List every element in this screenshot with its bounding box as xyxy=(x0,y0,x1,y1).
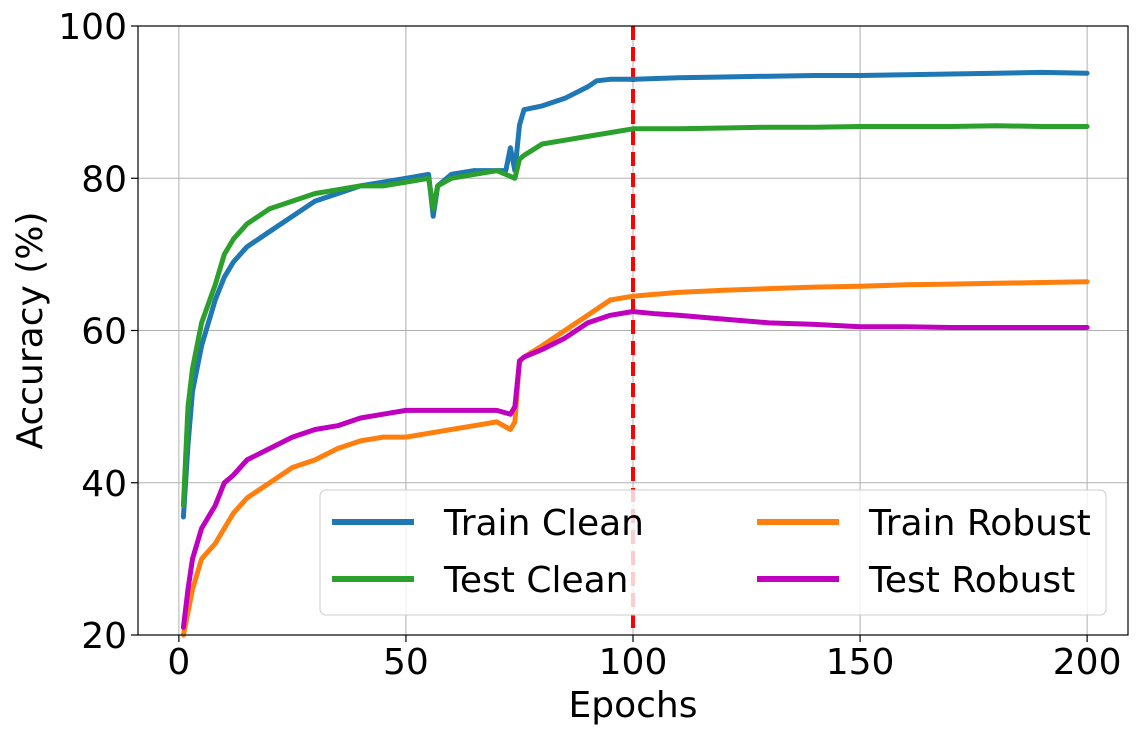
legend-label-test-clean: Test Clean xyxy=(443,560,629,601)
y-axis-label: Accuracy (%) xyxy=(10,211,51,449)
legend-label-test-robust: Test Robust xyxy=(868,560,1075,601)
legend: Train Clean Train Robust Test Clean Test Ro… xyxy=(319,489,1107,616)
y-tick-label: 20 xyxy=(81,616,127,657)
series-line-test-clean xyxy=(180,123,1090,509)
x-tick-label: 50 xyxy=(383,642,429,683)
x-tick-label: 150 xyxy=(826,642,895,683)
x-axis-ticks: 0 50 100 150 200 xyxy=(167,635,1121,683)
y-tick-label: 60 xyxy=(81,312,127,353)
legend-box xyxy=(319,489,1107,616)
series-layer xyxy=(180,69,1090,638)
x-axis-label: Epochs xyxy=(569,685,698,726)
y-tick-label: 80 xyxy=(81,159,127,200)
x-tick-label: 100 xyxy=(599,642,668,683)
y-axis-ticks: 20 40 60 80 100 xyxy=(58,7,138,657)
x-tick-label: 0 xyxy=(167,642,190,683)
legend-label-train-clean: Train Clean xyxy=(443,503,644,544)
legend-label-train-robust: Train Robust xyxy=(868,503,1091,544)
y-tick-label: 100 xyxy=(58,7,127,48)
series-line-test-robust xyxy=(180,309,1090,630)
y-tick-label: 40 xyxy=(81,464,127,505)
x-tick-label: 200 xyxy=(1053,642,1122,683)
series-line-train-robust xyxy=(180,279,1090,638)
